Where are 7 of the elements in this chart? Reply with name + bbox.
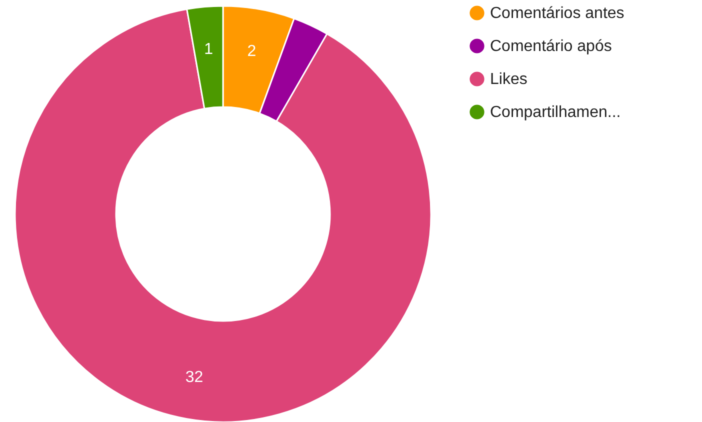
data-label: 32 — [185, 368, 204, 386]
legend-label: Compartilhamen... — [490, 104, 621, 121]
legend-label: Comentários antes — [490, 5, 624, 22]
data-label: 2 — [247, 43, 256, 60]
data-label: 1 — [204, 41, 214, 58]
legend-label: Likes — [490, 71, 528, 88]
legend-label: Comentário após — [490, 38, 612, 55]
